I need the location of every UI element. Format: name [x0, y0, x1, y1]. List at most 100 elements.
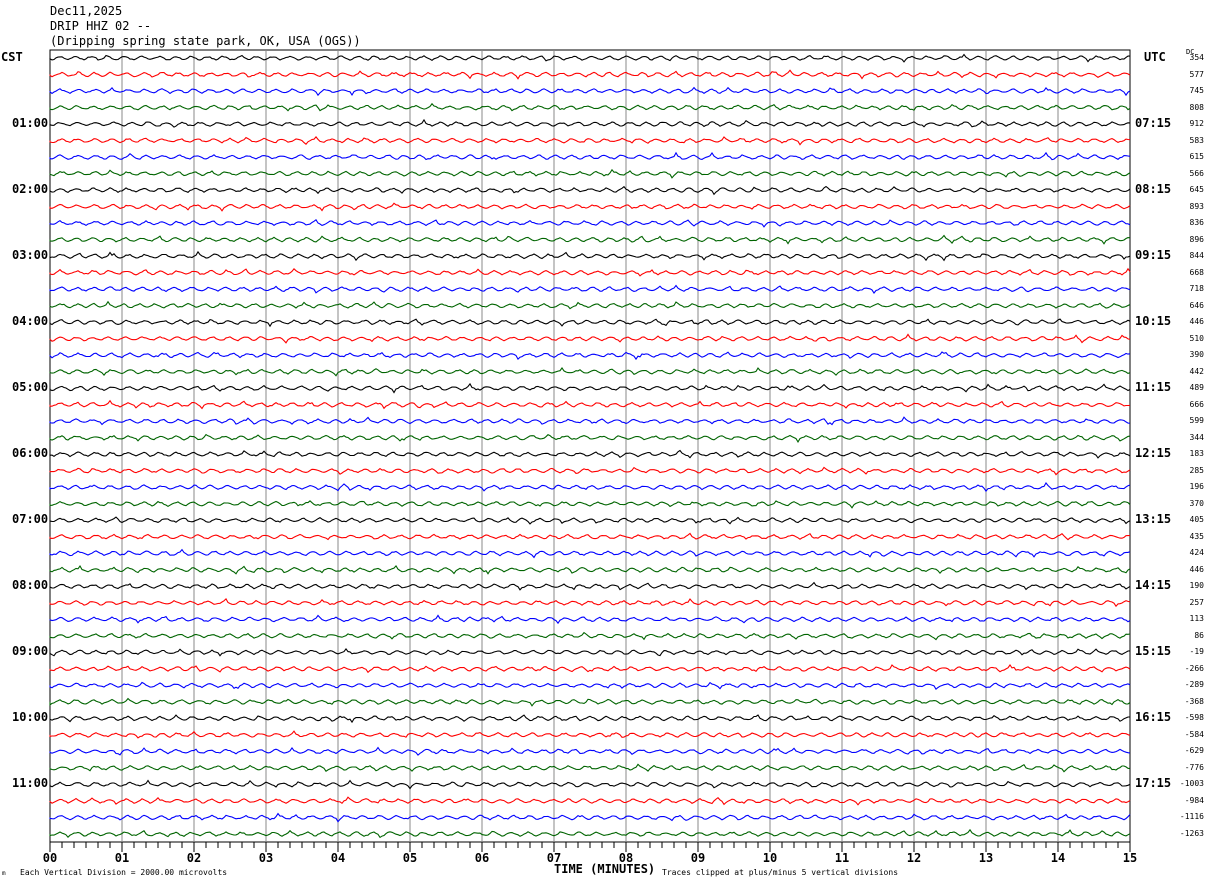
seismic-trace: [49, 449, 1131, 459]
left-hour-label: 09:00: [12, 644, 49, 659]
dc-offset-label: 489: [1189, 383, 1204, 393]
seismic-trace: [49, 284, 1131, 294]
right-hour-label: 10:15: [1135, 314, 1172, 329]
seismic-trace: [49, 102, 1131, 112]
dc-offset-label: -1116: [1179, 812, 1204, 822]
dc-offset-label: 86: [1194, 630, 1204, 640]
dc-offset-label: -598: [1184, 713, 1204, 723]
seismic-trace: [49, 86, 1131, 97]
right-hour-label: 15:15: [1135, 644, 1172, 659]
dc-offset-label: 615: [1189, 152, 1204, 162]
dc-offset-label: 583: [1189, 135, 1204, 145]
dc-offset-label: 446: [1189, 317, 1204, 327]
left-hour-label: 07:00: [12, 512, 49, 527]
dc-offset-label: 113: [1189, 614, 1204, 624]
seismic-trace: [49, 433, 1131, 443]
x-tick-label: 00: [42, 851, 58, 865]
dc-offset-label: 446: [1189, 564, 1204, 574]
dc-offset-label: 668: [1189, 267, 1204, 277]
right-hour-label: 12:15: [1135, 446, 1172, 461]
seismic-trace: [49, 598, 1131, 608]
seismic-trace: [49, 779, 1131, 790]
x-tick-label: 07: [546, 851, 562, 865]
right-hour-label: 17:15: [1135, 776, 1172, 791]
left-hour-label: 04:00: [12, 314, 49, 329]
seismic-trace: [49, 351, 1131, 361]
dc-offset-label: -368: [1184, 696, 1204, 706]
clip-note: Traces clipped at plus/minus 5 vertical …: [662, 868, 899, 877]
seismic-trace: [49, 168, 1131, 179]
dc-offset-label: 370: [1189, 498, 1204, 508]
cst-label: CST: [1, 50, 23, 64]
x-tick-label: 04: [330, 851, 346, 865]
seismic-trace: [49, 219, 1131, 228]
seismic-trace: [49, 482, 1131, 493]
x-tick-label: 08: [618, 851, 634, 865]
left-hour-label: 10:00: [12, 710, 49, 725]
left-hour-label: 11:00: [12, 776, 49, 791]
seismic-trace: [49, 681, 1131, 691]
seismic-trace: [49, 234, 1131, 245]
dc-offset-label: -629: [1184, 746, 1204, 756]
station-label: DRIP HHZ 02 --: [50, 19, 152, 33]
x-axis-title: TIME (MINUTES): [554, 862, 656, 876]
seismic-trace: [49, 69, 1131, 80]
dc-offset-label: 442: [1189, 366, 1204, 376]
dc-offset-label: -584: [1184, 729, 1204, 739]
x-tick-label: 02: [186, 851, 202, 865]
seismic-trace: [49, 564, 1131, 575]
seismic-trace: [49, 267, 1131, 277]
x-tick-label: 03: [258, 851, 274, 865]
left-hour-label: 01:00: [12, 116, 49, 131]
seismic-trace: [49, 614, 1131, 625]
seismic-trace: [49, 416, 1131, 426]
seismic-trace: [49, 812, 1131, 823]
seismic-trace: [49, 151, 1131, 161]
seismic-trace: [49, 382, 1131, 394]
dc-offset-label: 435: [1189, 531, 1204, 541]
seismic-trace: [49, 136, 1131, 146]
dc-offset-label: -289: [1184, 680, 1204, 690]
dc-offset-label: 844: [1189, 251, 1204, 261]
dc-offset-label: 285: [1189, 465, 1204, 475]
dc-offset-label: -1003: [1179, 779, 1204, 789]
dc-offset-label: 599: [1189, 416, 1204, 426]
seismic-trace: [49, 548, 1131, 559]
dc-offset-label: 646: [1189, 300, 1204, 310]
dc-offset-label: 405: [1189, 515, 1204, 525]
dc-offset-label: -984: [1184, 795, 1204, 805]
x-tick-label: 01: [114, 851, 130, 865]
date-label: Dec11,2025: [50, 4, 123, 18]
x-tick-label: 11: [834, 851, 850, 865]
dc-offset-label: 666: [1189, 399, 1204, 409]
utc-label: UTC: [1144, 50, 1166, 64]
dc-offset-label: -19: [1189, 647, 1204, 657]
dc-offset-label: 896: [1189, 234, 1204, 244]
seismic-trace: [49, 53, 1131, 63]
seismic-trace: [49, 399, 1131, 410]
dc-offset-label: 893: [1189, 201, 1204, 211]
dc-offset-label: 912: [1189, 119, 1204, 129]
left-hour-label: 08:00: [12, 578, 49, 593]
x-tick-label: 09: [690, 851, 706, 865]
seismic-trace: [49, 500, 1131, 509]
dc-offset-label: 390: [1189, 350, 1204, 360]
dc-offset-label: 566: [1189, 168, 1204, 178]
seismic-trace: [49, 664, 1131, 674]
dc-offset-label: 718: [1189, 284, 1204, 294]
seismic-trace: [49, 333, 1131, 344]
seismic-trace: [49, 647, 1131, 657]
right-hour-label: 11:15: [1135, 380, 1172, 395]
dc-offset-label: 836: [1189, 218, 1204, 228]
seismic-trace: [49, 516, 1131, 525]
seismic-trace: [49, 367, 1131, 377]
seismic-trace: [49, 185, 1131, 196]
seismic-trace: [49, 532, 1130, 541]
seismic-trace: [49, 250, 1131, 262]
seismic-trace: [49, 202, 1131, 212]
dc-offset-label: -1263: [1179, 828, 1204, 838]
x-tick-label: 12: [906, 851, 922, 865]
scale-note: Each Vertical Division = 2000.00 microvo…: [20, 868, 228, 877]
x-tick-label: 10: [762, 851, 778, 865]
